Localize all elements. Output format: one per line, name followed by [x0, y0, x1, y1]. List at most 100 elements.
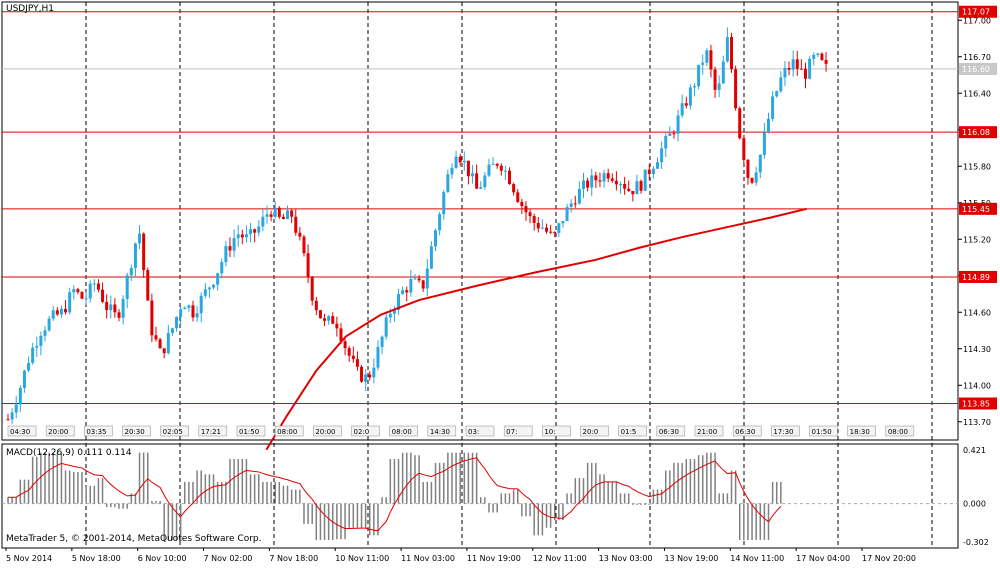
event-label: 08:00	[392, 428, 412, 436]
candle-body	[762, 132, 766, 155]
candle-body	[76, 289, 80, 293]
candle-body	[401, 290, 405, 295]
candle-body	[10, 412, 14, 420]
event-label: 01:50	[812, 428, 832, 436]
candle-body	[294, 216, 298, 233]
event-marker	[427, 425, 457, 437]
candle-body	[306, 253, 310, 278]
candle-body	[253, 229, 257, 233]
event-label: 06:30	[659, 428, 679, 436]
event-label: 10:	[544, 428, 555, 436]
candle-body	[109, 304, 113, 311]
candle-body	[261, 216, 265, 227]
candle-body	[766, 118, 770, 133]
candle-body	[664, 135, 668, 149]
event-marker	[732, 425, 762, 437]
event-label: 21:00	[697, 428, 717, 436]
candle-body	[216, 273, 220, 285]
level-tag	[959, 270, 997, 283]
event-label: 06:30	[735, 428, 755, 436]
level-label: 113.85	[962, 400, 990, 409]
candle-body	[327, 316, 331, 321]
event-marker	[7, 425, 37, 437]
candle-body	[191, 305, 195, 318]
candle-body	[339, 328, 343, 342]
candle-body	[59, 308, 63, 315]
candle-body	[335, 323, 339, 329]
macd-title: MACD(12,26,9) 0.111 0.114	[6, 448, 132, 458]
candle-body	[528, 212, 532, 217]
symbol-title: USDJPY,H1	[6, 4, 54, 14]
candle-body	[27, 362, 31, 371]
event-marker	[389, 425, 418, 437]
candle-body	[47, 318, 51, 331]
candle-body	[590, 175, 594, 188]
candle-body	[380, 336, 384, 347]
candle-body	[610, 178, 614, 181]
candle-body	[754, 172, 758, 183]
candle-body	[701, 62, 705, 65]
candle-body	[129, 268, 133, 276]
event-label: 20:00	[48, 428, 68, 436]
candle-body	[187, 305, 191, 308]
candle-body	[207, 287, 211, 290]
x-tick-label: 12 Nov 11:00	[533, 554, 587, 563]
candle-body	[138, 233, 142, 244]
candle-body	[647, 169, 651, 175]
y-tick-label: 114.60	[963, 308, 991, 317]
candle-body	[429, 246, 433, 269]
candle-body	[220, 262, 224, 274]
candle-body	[55, 310, 59, 315]
candle-body	[392, 309, 396, 314]
candle-body	[631, 190, 635, 195]
candle-body	[734, 69, 738, 109]
moving-average-line	[265, 207, 807, 451]
candle-body	[117, 312, 121, 318]
candle-body	[466, 160, 470, 177]
x-tick-label: 7 Nov 18:00	[269, 554, 318, 563]
y-tick-label: 116.70	[963, 53, 991, 62]
level-label: 116.08	[962, 128, 990, 137]
candle-body	[495, 163, 499, 166]
event-label: 02:05	[163, 428, 183, 436]
candle-body	[783, 67, 787, 78]
level-tag	[959, 202, 997, 215]
event-marker	[84, 425, 113, 437]
x-tick-label: 11 Nov 03:00	[401, 554, 455, 563]
candle-body	[388, 313, 392, 318]
candle-body	[627, 188, 631, 191]
price-pane-frame	[1, 1, 959, 441]
event-marker	[809, 425, 838, 437]
candle-body	[812, 54, 816, 59]
candle-body	[384, 317, 388, 337]
candle-body	[199, 295, 203, 314]
candle-body	[265, 214, 269, 217]
candle-body	[397, 294, 401, 310]
candle-body	[573, 203, 577, 205]
event-label: 01:50	[239, 428, 259, 436]
event-marker	[45, 425, 75, 437]
current-price-label: 116.60	[962, 65, 990, 74]
macd-tick-label: -0.302	[963, 538, 989, 547]
event-label: 17:30	[773, 428, 793, 436]
candle-body	[775, 91, 779, 97]
candle-body	[355, 359, 359, 367]
candle-body	[269, 214, 273, 217]
candle-body	[549, 231, 553, 233]
candle-body	[619, 183, 623, 185]
candle-body	[162, 348, 166, 354]
candle-body	[376, 346, 380, 368]
candle-body	[565, 206, 569, 222]
candle-body	[545, 227, 549, 232]
event-marker	[160, 425, 189, 437]
copyright-text: MetaTrader 5, © 2001-2014, MetaQuotes So…	[6, 534, 262, 544]
event-label: 02:0	[354, 428, 370, 436]
candle-body	[458, 156, 462, 163]
candle-body	[750, 178, 754, 183]
candle-body	[113, 304, 117, 313]
candle-body	[816, 53, 820, 55]
candle-body	[323, 318, 327, 321]
candle-body	[582, 180, 586, 190]
